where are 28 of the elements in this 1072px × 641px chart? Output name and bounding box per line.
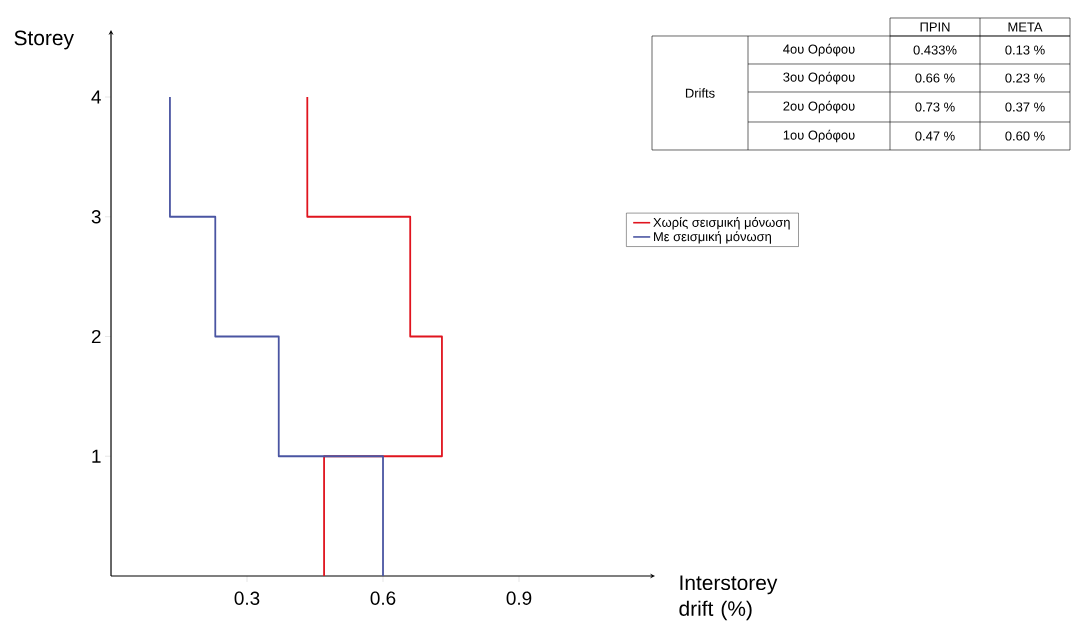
- text: 0.47 %: [915, 131, 955, 141]
- x-tick-label: 0.3: [234, 591, 260, 605]
- x-tick-label: 0.6: [370, 591, 396, 605]
- y-tick-label: 4: [91, 90, 101, 104]
- y-axis-title: Storey: [14, 30, 74, 50]
- text: 0.37 %: [1005, 102, 1045, 112]
- text: Drifts: [685, 88, 715, 98]
- text: ΠΡΙΝ: [920, 22, 950, 32]
- text: 2ου Ορόφου: [783, 100, 855, 114]
- line-series: [306, 96, 443, 577]
- text: 0.23 %: [1005, 73, 1045, 83]
- y-tick-label: 1: [92, 449, 101, 463]
- legend-label: Χωρίς σεισμική μόνωση: [653, 217, 790, 230]
- x-axis-title: Interstorey drift (%): [679, 575, 778, 621]
- text: 0.66 %: [915, 73, 955, 83]
- y-tick-label: 3: [91, 210, 101, 224]
- y-tick-label: 2: [91, 329, 101, 344]
- text: 0.433%: [913, 45, 957, 55]
- x-tick-label: 0.9: [506, 591, 532, 605]
- legend-label: Με σεισμική μόνωση: [654, 231, 771, 244]
- text: 0.73 %: [915, 102, 955, 112]
- text: 0.13 %: [1005, 45, 1045, 55]
- text: 1ου Ορόφου: [783, 129, 855, 143]
- line-series: [169, 96, 384, 577]
- text: ΜΕΤΑ: [1008, 22, 1043, 32]
- text: 0.60 %: [1005, 131, 1045, 141]
- text: 4ου Ορόφου: [783, 43, 855, 57]
- text: 3ου Ορόφου: [783, 71, 855, 85]
